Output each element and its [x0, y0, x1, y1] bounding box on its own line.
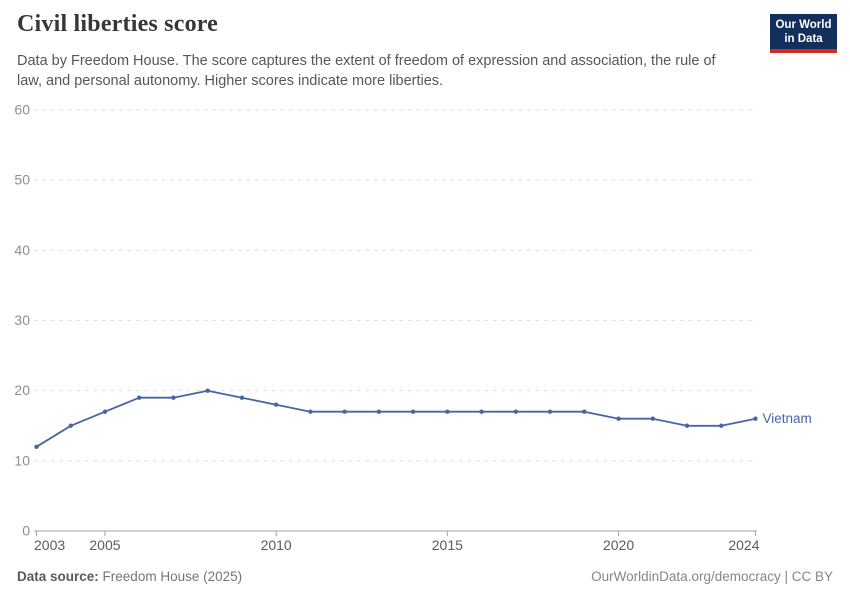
data-source-label: Data source: — [17, 569, 99, 584]
owid-logo[interactable]: Our World in Data — [770, 14, 837, 53]
data-point — [616, 416, 621, 421]
credit-link[interactable]: OurWorldinData.org/democracy | CC BY — [591, 569, 833, 584]
data-point — [650, 416, 655, 421]
data-source: Data source: Freedom House (2025) — [17, 569, 242, 584]
x-tick-label: 2024 — [728, 537, 759, 553]
data-point — [205, 388, 210, 393]
data-point — [479, 409, 484, 414]
series-label: Vietnam — [763, 411, 812, 426]
owid-logo-line1: Our World — [775, 19, 832, 31]
y-tick-label: 30 — [14, 312, 30, 328]
data-point — [376, 409, 382, 414]
data-point — [719, 423, 724, 428]
data-point — [684, 423, 690, 428]
data-point — [753, 416, 758, 421]
data-point — [342, 409, 347, 414]
data-point — [582, 409, 587, 414]
data-point — [445, 409, 450, 414]
y-tick-label: 40 — [14, 242, 30, 258]
y-tick-label: 50 — [14, 172, 30, 188]
x-tick-label: 2020 — [603, 537, 634, 553]
x-tick-label: 2010 — [261, 537, 292, 553]
data-point — [34, 444, 39, 449]
y-tick-label: 0 — [22, 523, 30, 539]
data-point — [273, 402, 279, 407]
x-tick-label: 2015 — [432, 537, 463, 553]
data-point — [513, 409, 519, 414]
data-point — [547, 409, 553, 414]
data-point — [308, 409, 313, 414]
chart-title: Civil liberties score — [17, 11, 219, 37]
data-point — [102, 409, 108, 414]
data-point — [239, 395, 245, 400]
series-line — [35, 389, 757, 448]
data-source-value: Freedom House (2025) — [102, 569, 243, 584]
data-point — [410, 409, 416, 414]
y-tick-label: 60 — [14, 102, 30, 118]
owid-logo-line2: in Data — [784, 32, 823, 45]
y-tick-label: 10 — [14, 452, 30, 468]
y-tick-label: 20 — [14, 382, 30, 398]
data-point — [68, 423, 73, 428]
data-point — [171, 395, 176, 400]
x-tick-label: 2005 — [89, 537, 120, 553]
chart-subtitle: Data by Freedom House. The score capture… — [17, 53, 716, 89]
x-tick-label: 2003 — [34, 537, 65, 553]
data-point — [137, 395, 142, 400]
